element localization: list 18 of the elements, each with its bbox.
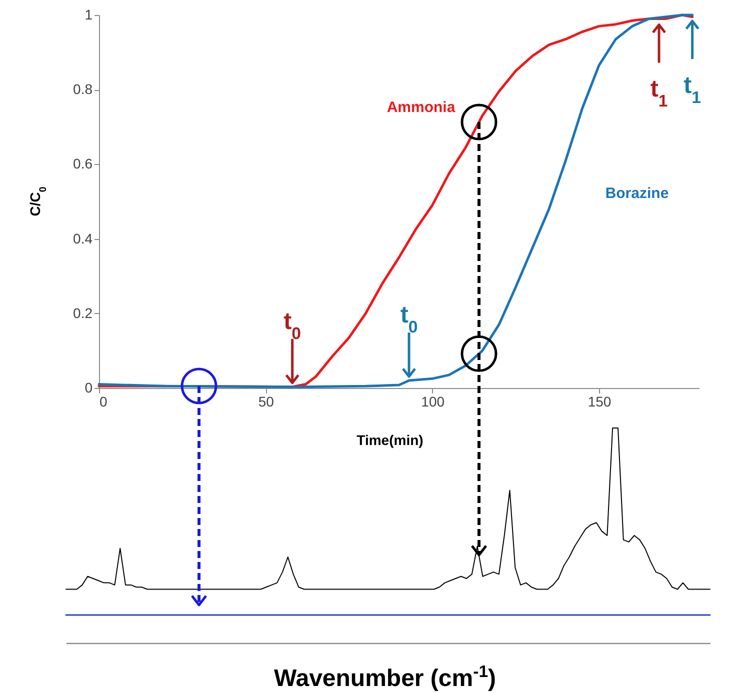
- y-tick-label: 1: [84, 6, 93, 22]
- x-tick-label: 150: [588, 394, 612, 410]
- y-tick-label: 0.4: [73, 230, 93, 246]
- x-axis-title: Wavenumber (cm$^{-1}$): [274, 662, 496, 692]
- series-label: Ammonia: [386, 99, 456, 116]
- y-tick-label: 0: [84, 380, 93, 396]
- x-tick-label: 0: [100, 394, 108, 410]
- annotation: t$_{0}$: [284, 308, 302, 342]
- y-tick-label: 0.8: [73, 81, 93, 98]
- y-tick-label: 0.2: [73, 304, 93, 321]
- annotation: t$_{1}$: [650, 76, 668, 110]
- annotation: t$_{0}$: [400, 302, 418, 336]
- y-tick-label: 0.6: [73, 156, 93, 172]
- x-tick-label: 100: [421, 394, 445, 410]
- x-tick-label: 50: [258, 394, 274, 410]
- annotation: t$_{1}$: [684, 72, 702, 106]
- text: Borazine: [605, 185, 669, 202]
- x-axis-title: Time(min): [356, 432, 424, 448]
